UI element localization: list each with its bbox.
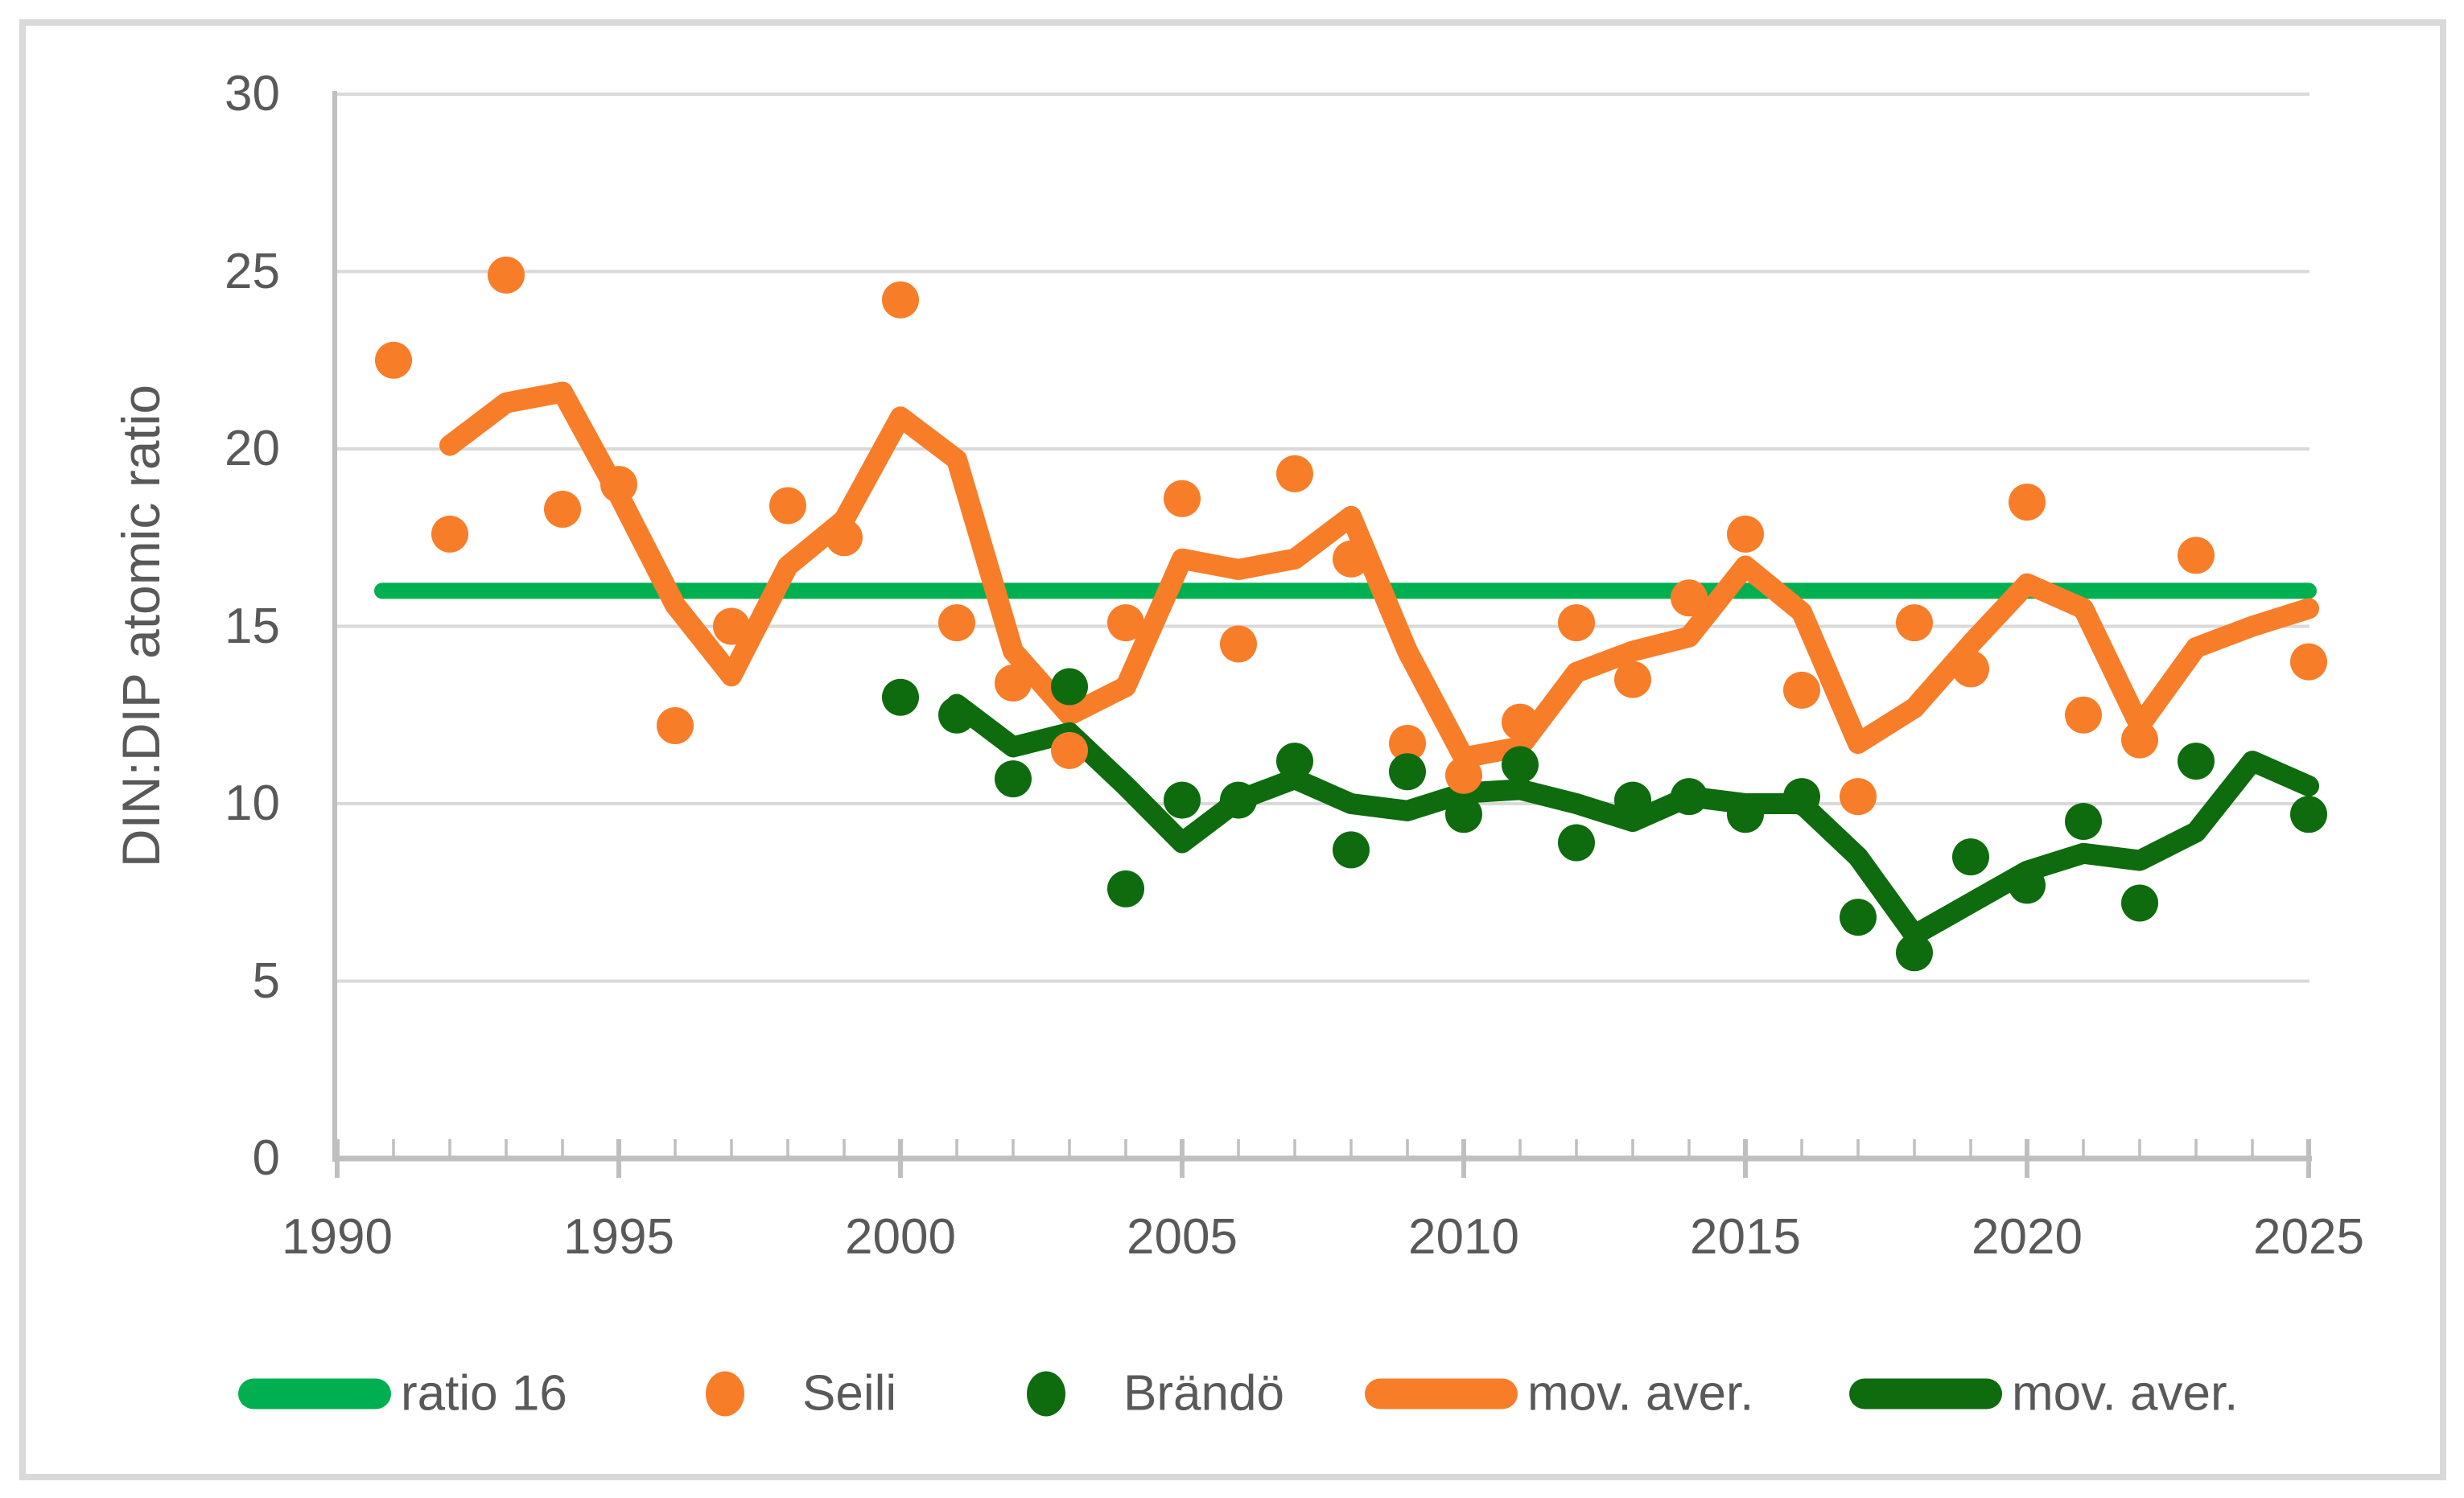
data-point-seili-1993 — [488, 256, 525, 294]
data-point-brändö-2013 — [1614, 781, 1651, 819]
data-point-brändö-2000 — [882, 678, 919, 716]
x-tick-label-2025: 2025 — [2253, 1209, 2364, 1265]
legend-line-swatch — [238, 1378, 391, 1409]
data-point-seili-2010 — [1445, 756, 1482, 794]
legend-label: mov. aver. — [1527, 1365, 1754, 1422]
data-point-seili-2011 — [1502, 703, 1539, 741]
data-point-brändö-2019 — [1952, 838, 1989, 876]
x-tick-label-2000: 2000 — [845, 1209, 956, 1265]
data-point-brändö-2008 — [1333, 831, 1370, 869]
y-tick-label-20: 20 — [225, 421, 280, 476]
data-point-brändö-2011 — [1502, 746, 1539, 784]
data-point-brändö-2009 — [1389, 753, 1426, 791]
legend-item-mov-aver--3: mov. aver. — [1365, 1365, 1753, 1422]
data-point-brändö-2023 — [2178, 743, 2215, 780]
data-point-seili-2025 — [2290, 643, 2327, 681]
data-point-brändö-2006 — [1220, 781, 1257, 819]
data-point-seili-2004 — [1107, 604, 1144, 642]
data-point-brändö-2025 — [2290, 796, 2327, 833]
legend-item-brändö-2: Brändö — [1027, 1365, 1284, 1422]
x-tick-label-2020: 2020 — [1972, 1209, 2083, 1265]
x-tick-label-2015: 2015 — [1690, 1209, 1801, 1265]
data-point-seili-1998 — [769, 487, 806, 525]
legend-line-swatch — [1849, 1378, 2002, 1409]
data-point-seili-2017 — [1840, 778, 1877, 816]
y-tick-label-15: 15 — [225, 598, 280, 654]
data-point-seili-2022 — [2121, 721, 2158, 759]
data-point-seili-2020 — [2009, 484, 2046, 521]
data-point-seili-1995 — [600, 466, 637, 504]
data-point-brändö-2002 — [995, 760, 1032, 798]
data-point-brändö-2022 — [2121, 884, 2158, 922]
y-tick-label-30: 30 — [225, 66, 280, 121]
data-point-seili-2009 — [1389, 725, 1426, 763]
data-point-seili-1991 — [375, 341, 412, 379]
data-point-seili-2006 — [1220, 625, 1257, 663]
legend-item-ratio-16-0: ratio 16 — [238, 1365, 567, 1422]
data-point-seili-1999 — [826, 519, 863, 557]
data-point-seili-2002 — [995, 665, 1032, 702]
legend-label: ratio 16 — [401, 1365, 567, 1422]
data-point-seili-2014 — [1671, 579, 1708, 617]
x-tick-label-1995: 1995 — [563, 1209, 674, 1265]
data-point-seili-1996 — [657, 706, 694, 744]
data-point-seili-2005 — [1164, 479, 1201, 517]
x-tick-label-1990: 1990 — [282, 1209, 393, 1265]
data-point-seili-2012 — [1558, 604, 1595, 642]
data-point-seili-2023 — [2178, 537, 2215, 574]
data-point-seili-2019 — [1952, 650, 1989, 688]
data-point-brändö-2004 — [1107, 870, 1144, 907]
data-point-brändö-2007 — [1276, 743, 1313, 780]
line-series-mov-aver--2 — [946, 693, 2319, 946]
data-point-brändö-2003 — [1051, 668, 1088, 706]
data-point-seili-2008 — [1333, 540, 1370, 578]
y-tick-label-0: 0 — [252, 1130, 280, 1186]
y-tick-label-10: 10 — [225, 776, 280, 831]
x-tick-label-2010: 2010 — [1408, 1209, 1519, 1265]
data-point-seili-2015 — [1727, 515, 1764, 553]
legend-marker-icon — [706, 1371, 744, 1416]
y-axis-title: DIN:DIP atomic ratio — [111, 384, 171, 868]
legend-item-mov-aver--4: mov. aver. — [1849, 1365, 2238, 1422]
data-point-seili-1992 — [431, 515, 468, 553]
legend-label: Seili — [802, 1365, 897, 1422]
data-point-brändö-2021 — [2065, 803, 2102, 841]
data-point-seili-2007 — [1276, 455, 1313, 492]
y-tick-label-25: 25 — [225, 243, 280, 299]
data-point-brändö-2020 — [2009, 866, 2046, 904]
data-point-brändö-2001 — [938, 696, 975, 734]
data-point-seili-2000 — [882, 281, 919, 319]
data-point-seili-2018 — [1896, 604, 1933, 642]
data-point-seili-2001 — [938, 604, 975, 642]
data-point-seili-2016 — [1783, 671, 1820, 709]
data-point-seili-1997 — [713, 607, 750, 645]
data-point-seili-2021 — [2065, 696, 2102, 734]
data-point-brändö-2012 — [1558, 824, 1595, 862]
legend-label: mov. aver. — [2012, 1365, 2239, 1422]
x-tick-label-2005: 2005 — [1127, 1209, 1238, 1265]
legend-item-seili-1: Seili — [706, 1365, 896, 1422]
data-point-seili-2013 — [1614, 661, 1651, 698]
legend-label: Brändö — [1123, 1365, 1284, 1422]
y-tick-label-5: 5 — [252, 953, 280, 1009]
legend-line-swatch — [1365, 1378, 1518, 1409]
line-series-mov-aver--1 — [439, 381, 2319, 768]
data-point-brändö-2017 — [1840, 899, 1877, 936]
data-point-seili-1994 — [544, 490, 581, 528]
data-point-brändö-2005 — [1164, 781, 1201, 819]
data-point-brändö-2014 — [1671, 778, 1708, 816]
legend-marker-icon — [1027, 1371, 1065, 1416]
data-point-seili-2003 — [1051, 731, 1088, 769]
data-point-brändö-2010 — [1445, 796, 1482, 833]
data-point-brändö-2016 — [1783, 778, 1820, 816]
data-point-brändö-2015 — [1727, 796, 1764, 833]
data-point-brändö-2018 — [1896, 934, 1933, 972]
